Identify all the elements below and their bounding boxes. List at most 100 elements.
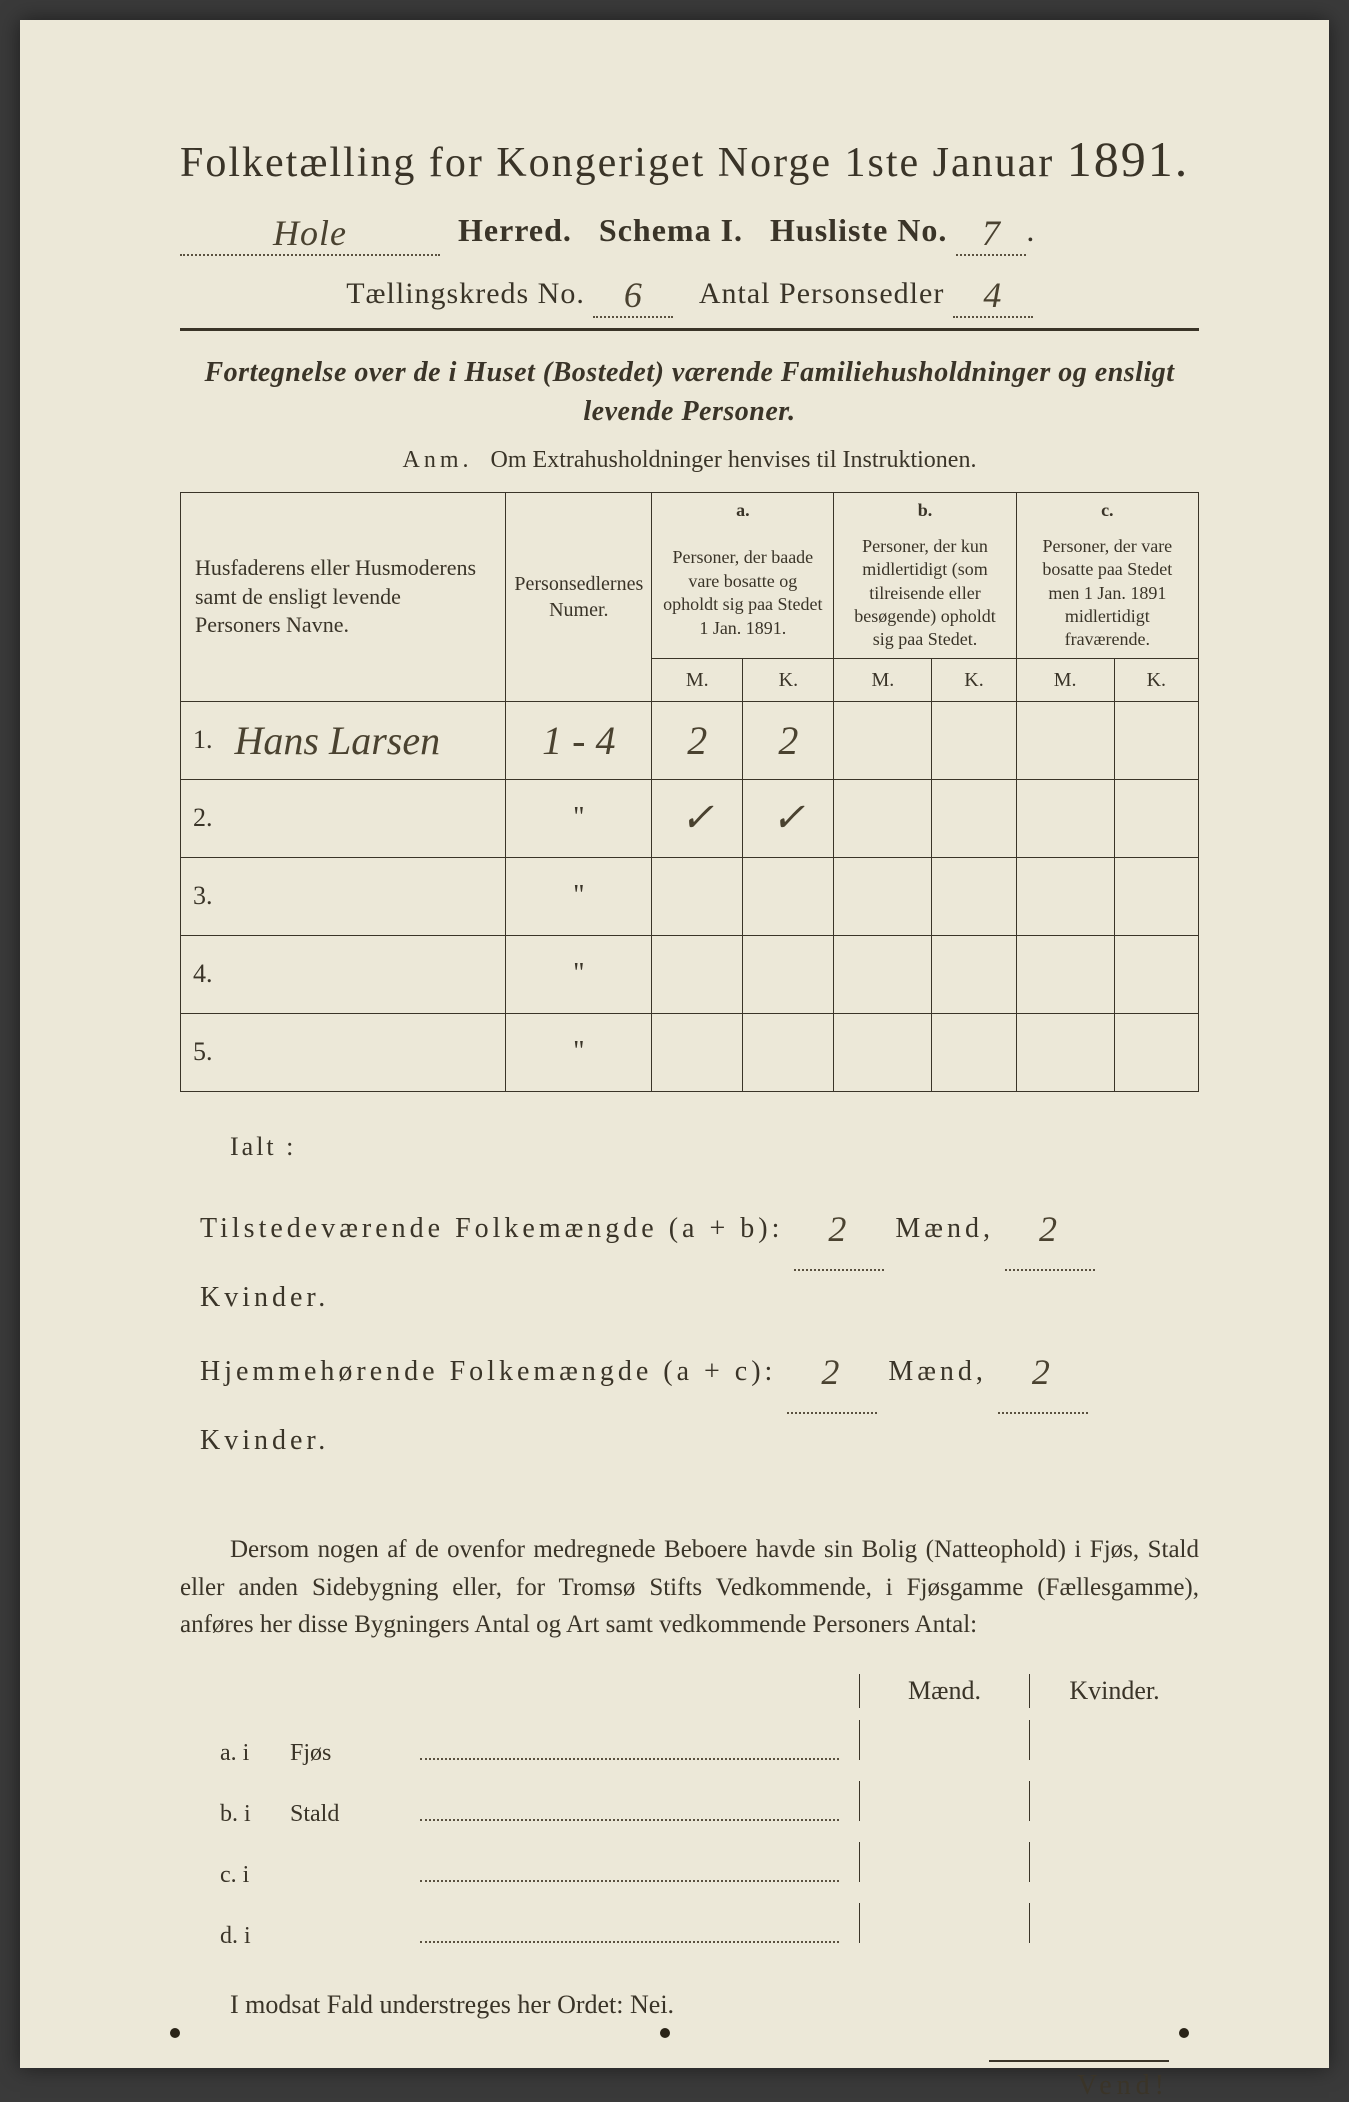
totals-block: Tilstedeværende Folkemængde (a + b): 2 M… — [200, 1186, 1199, 1472]
row-a-m — [652, 935, 743, 1013]
dotted-fill — [420, 1736, 839, 1760]
row-a-k: 2 — [778, 718, 798, 763]
row-a-k — [743, 857, 834, 935]
herred-label: Herred. — [458, 212, 572, 248]
ink-blot-icon — [1179, 2028, 1189, 2038]
building-row: a. i Fjøs — [220, 1720, 1199, 1767]
row-b-k — [932, 857, 1016, 935]
totals-line-2: Hjemmehørende Folkemængde (a + c): 2 Mæn… — [200, 1329, 1199, 1472]
building-row: c. i — [220, 1842, 1199, 1889]
row-num: 2. — [181, 779, 221, 857]
row-a-k: ✓ — [772, 796, 806, 840]
row-b-m — [834, 857, 932, 935]
schema-label: Schema I. — [599, 212, 743, 248]
row-b-k — [932, 1013, 1016, 1091]
building-list: a. i Fjøs b. i Stald c. i d. i — [220, 1720, 1199, 1950]
census-table: Husfaderens eller Husmoderens samt de en… — [180, 492, 1199, 1091]
totals-1-m: 2 — [794, 1190, 884, 1271]
maend-label: Mænd, — [895, 1213, 994, 1244]
annotation-line: Anm. Om Extrahusholdninger henvises til … — [180, 447, 1199, 474]
col-b-desc: Personer, der kun midlertidigt (som tilr… — [834, 529, 1016, 658]
title-text: Folketælling for Kongeriget Norge 1ste J… — [180, 140, 1054, 186]
kreds-label: Tællingskreds No. — [346, 277, 585, 310]
census-form-page: Folketælling for Kongeriget Norge 1ste J… — [20, 20, 1329, 2068]
row-b-m — [834, 779, 932, 857]
row-b-m — [834, 1013, 932, 1091]
nei-line: I modsat Fald understreges her Ordet: Ne… — [230, 1990, 1199, 2020]
col-b-letter: b. — [834, 493, 1016, 529]
kvinder-label: Kvinder. — [200, 1282, 329, 1313]
row-c-m — [1016, 701, 1114, 779]
row-sedler: " — [506, 779, 652, 857]
table-row: 1. Hans Larsen 1 - 4 2 2 — [181, 701, 1199, 779]
col-names-header: Husfaderens eller Husmoderens samt de en… — [181, 493, 506, 701]
row-a-m: 2 — [687, 718, 707, 763]
row-c-m — [1016, 857, 1114, 935]
row-a-k — [743, 1013, 834, 1091]
col-a-letter: a. — [652, 493, 834, 529]
building-label: d. i — [220, 1923, 290, 1950]
subtitle: Fortegnelse over de i Huset (Bostedet) v… — [180, 353, 1199, 431]
building-mk-cells — [859, 1842, 1199, 1882]
anm-label: Anm. — [403, 447, 473, 473]
row-b-m — [834, 701, 932, 779]
kvinder-label: Kvinder. — [200, 1425, 329, 1456]
row-num: 1. — [181, 701, 221, 779]
row-c-k — [1114, 935, 1198, 1013]
dotted-fill — [420, 1919, 839, 1943]
title-year: 1891. — [1067, 131, 1190, 187]
row-name — [221, 779, 506, 857]
table-row: 5. " — [181, 1013, 1199, 1091]
herred-value: Hole — [180, 212, 440, 256]
ink-blot-icon — [170, 2028, 180, 2038]
row-c-k — [1114, 857, 1198, 935]
totals-1-k: 2 — [1005, 1190, 1095, 1271]
row-a-m — [652, 1013, 743, 1091]
building-mk-cells — [859, 1781, 1199, 1821]
row-c-k — [1114, 1013, 1198, 1091]
col-c-m: M. — [1016, 658, 1114, 701]
divider-rule — [180, 328, 1199, 331]
row-a-m: ✓ — [681, 796, 715, 840]
col-b-k: K. — [932, 658, 1016, 701]
table-row: 2. " ✓ ✓ — [181, 779, 1199, 857]
row-b-k — [932, 701, 1016, 779]
table-row: 4. " — [181, 935, 1199, 1013]
col-sedler-header: Personsedlernes Numer. — [506, 493, 652, 701]
col-a-desc: Personer, der baade vare bosatte og opho… — [652, 529, 834, 658]
row-c-m — [1016, 779, 1114, 857]
building-label: c. i — [220, 1862, 290, 1889]
personsedler-value: 4 — [953, 274, 1033, 318]
ink-blot-icon — [660, 2028, 670, 2038]
building-label: a. i — [220, 1740, 290, 1767]
totals-2-label: Hjemmehørende Folkemængde (a + c): — [200, 1356, 776, 1387]
table-row: 3. " — [181, 857, 1199, 935]
building-label: b. i — [220, 1801, 290, 1828]
row-sedler: " — [506, 857, 652, 935]
totals-2-m: 2 — [787, 1333, 877, 1414]
maend-col-header: Mænd. — [859, 1674, 1029, 1708]
row-a-m — [652, 857, 743, 935]
husliste-label: Husliste No. — [770, 212, 947, 248]
header-row-2: Tællingskreds No. 6 Antal Personsedler 4 — [180, 270, 1199, 314]
building-row: b. i Stald — [220, 1781, 1199, 1828]
row-sedler: " — [506, 935, 652, 1013]
building-mk-cells — [859, 1720, 1199, 1760]
col-a-m: M. — [652, 658, 743, 701]
row-sedler: " — [506, 1013, 652, 1091]
building-type: Stald — [290, 1801, 420, 1828]
building-mk-cells — [859, 1903, 1199, 1943]
col-c-desc: Personer, der vare bosatte paa Stedet me… — [1016, 529, 1198, 658]
row-num: 5. — [181, 1013, 221, 1091]
building-mk-header: Mænd. Kvinder. — [180, 1674, 1199, 1708]
building-row: d. i — [220, 1903, 1199, 1950]
body-paragraph: Dersom nogen af de ovenfor medregnede Be… — [180, 1531, 1199, 1644]
table-body: 1. Hans Larsen 1 - 4 2 2 2. " ✓ ✓ — [181, 701, 1199, 1091]
row-name — [221, 935, 506, 1013]
row-b-k — [932, 779, 1016, 857]
kvinder-col-header: Kvinder. — [1029, 1674, 1199, 1708]
row-c-k — [1114, 701, 1198, 779]
row-a-k — [743, 935, 834, 1013]
dotted-fill — [420, 1797, 839, 1821]
row-sedler: 1 - 4 — [542, 718, 615, 763]
